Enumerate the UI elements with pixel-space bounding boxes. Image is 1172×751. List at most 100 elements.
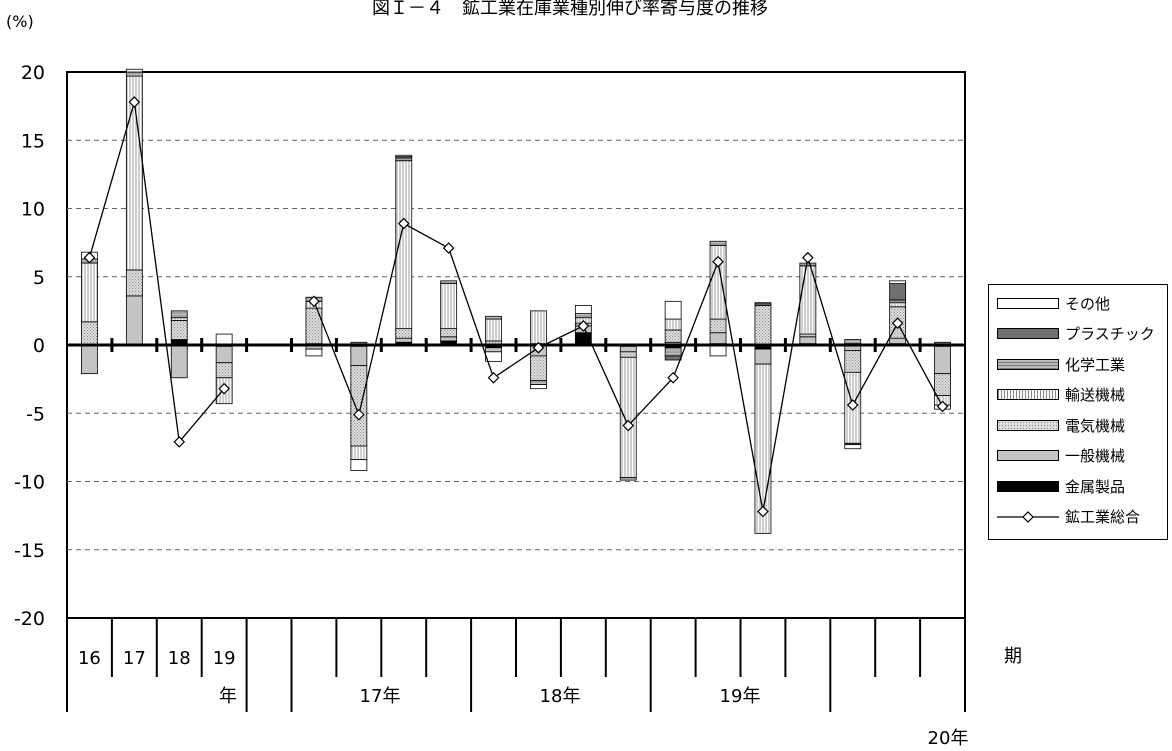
y-tick-label: 15 xyxy=(21,130,45,152)
bar-segment-ippan xyxy=(619,345,637,353)
bar-segment-kagaku xyxy=(619,477,637,481)
y-tick-label: 10 xyxy=(21,199,45,221)
y-axis-unit: (%) xyxy=(6,12,34,31)
category-label: 19 xyxy=(213,648,236,669)
bar-segment-yuso xyxy=(664,318,682,331)
total-marker xyxy=(667,371,679,384)
legend-swatch xyxy=(997,419,1059,431)
bar-segment-sonota xyxy=(350,459,368,471)
bar-segment-ippan xyxy=(799,336,817,345)
group-label: 17年 xyxy=(360,686,401,707)
bar-segment-denki xyxy=(440,328,458,338)
bar-segment-kagaku xyxy=(799,262,817,267)
group-label: 年 xyxy=(219,686,237,707)
bar-segment-denki xyxy=(215,362,233,379)
bar-segment-denki xyxy=(350,365,368,447)
legend-label: 一般機械 xyxy=(1065,447,1126,465)
chart-title: 図Ｉ－４ 鉱工業在庫業種別伸び率寄与度の推移 xyxy=(372,0,768,19)
bar-segment-yuso xyxy=(170,317,188,321)
bar-segment-kagaku xyxy=(530,380,547,385)
total-marker xyxy=(397,217,410,230)
total-marker xyxy=(936,400,949,413)
bar-segment-ippan xyxy=(754,348,772,365)
y-tick-label: 5 xyxy=(33,267,45,289)
bar-segment-plastic xyxy=(664,355,682,361)
bar-segment-kagaku xyxy=(485,315,502,320)
total-marker xyxy=(891,317,904,330)
total-marker xyxy=(846,399,859,411)
bar-segment-kagaku xyxy=(125,71,143,77)
group-label: 18年 xyxy=(540,686,581,707)
bar-segment-denki xyxy=(664,329,682,343)
y-tick-label: 0 xyxy=(33,335,45,357)
legend-label: プラスチック xyxy=(1065,325,1155,343)
bar-segment-denki xyxy=(619,351,637,358)
bar-segment-ippan xyxy=(125,295,143,346)
bar-segment-yuso xyxy=(485,318,502,342)
bar-segment-denki xyxy=(395,328,413,339)
bar-segment-yuso xyxy=(81,262,98,323)
category-label: 16 xyxy=(78,648,101,669)
group-label: 20年 xyxy=(928,728,969,749)
bar-segment-sonota xyxy=(305,348,323,357)
bar-segment-ippan xyxy=(215,345,233,364)
legend-label: 鉱工業総合 xyxy=(1065,508,1141,526)
bar-segment-denki xyxy=(754,305,772,346)
bar-segment-denki xyxy=(934,373,951,396)
bar-segment-sonota xyxy=(844,444,862,450)
total-marker xyxy=(442,242,455,254)
bar-segment-kagaku xyxy=(170,310,188,319)
legend-item-sonota: その他 xyxy=(997,293,1110,313)
legend-item-kagaku: 化学工業 xyxy=(997,354,1125,374)
legend-item-yuso: 輸送機械 xyxy=(997,385,1125,405)
legend-label: 化学工業 xyxy=(1065,355,1126,374)
bar-segment-yuso xyxy=(889,302,907,308)
bar-segment-kagaku xyxy=(395,157,413,162)
bar-segment-denki xyxy=(530,355,547,381)
bar-segment-plastic xyxy=(754,302,772,305)
bar-segment-denki xyxy=(799,333,817,338)
total-marker xyxy=(487,371,500,384)
legend-line-swatch xyxy=(997,510,1059,523)
y-tick-label: -20 xyxy=(14,608,45,630)
bar-segment-kagaku xyxy=(440,280,458,284)
total-marker xyxy=(532,341,545,354)
bar-segment-yuso xyxy=(530,310,547,345)
bar-segment-kagaku xyxy=(574,313,592,319)
bar-segment-kagaku xyxy=(664,347,682,357)
bar-segment-sonota xyxy=(530,384,547,390)
bar-segment-ippan xyxy=(440,336,458,342)
y-tick-label: -10 xyxy=(14,472,45,494)
bar-segment-denki xyxy=(709,318,727,334)
legend-label: 金属製品 xyxy=(1065,477,1126,496)
total-marker xyxy=(622,419,635,432)
category-label: 18 xyxy=(168,648,191,669)
y-tick-label: -5 xyxy=(26,403,45,425)
legend-swatch xyxy=(997,450,1059,461)
bar-segment-sonota xyxy=(125,68,143,73)
bar-segment-sonota xyxy=(664,300,682,320)
bar-segment-ippan xyxy=(395,337,413,343)
bar-segment-kagaku xyxy=(844,339,862,345)
bar-segment-ippan xyxy=(485,347,502,353)
bar-segment-sonota xyxy=(889,280,907,284)
legend: その他 プラスチック 化学工業 輸送機械 電気機械 一般機械 金属製品 鉱工業総合 xyxy=(988,284,1168,540)
legend-swatch xyxy=(997,297,1059,309)
total-marker xyxy=(802,251,814,264)
total-marker xyxy=(757,505,769,518)
bar-segment-ippan xyxy=(170,344,188,379)
legend-swatch xyxy=(997,480,1059,492)
total-marker xyxy=(577,320,590,332)
total-marker xyxy=(83,251,96,264)
legend-item-total: 鉱工業総合 xyxy=(997,507,1140,527)
bar-segment-ippan xyxy=(934,345,951,375)
legend-label: 輸送機械 xyxy=(1065,386,1126,404)
bar-segment-denki xyxy=(81,321,98,346)
legend-item-plastic: プラスチック xyxy=(997,324,1155,344)
bar-segment-denki xyxy=(305,307,323,345)
total-marker xyxy=(218,382,230,395)
bar-segment-kagaku xyxy=(709,240,727,246)
bar-segment-ippan xyxy=(81,344,98,375)
bar-segment-ippan xyxy=(350,345,368,366)
bar-segment-sonota xyxy=(395,154,413,158)
